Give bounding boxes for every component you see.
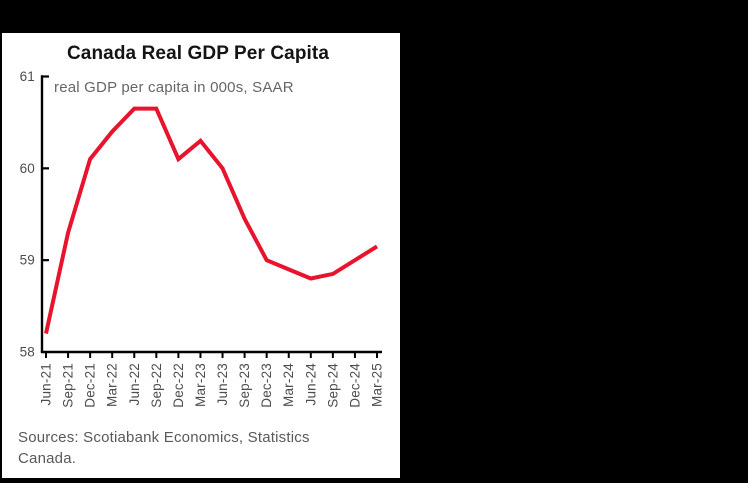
- x-tick-label: Dec-22: [171, 363, 186, 408]
- x-tick-label: Sep-21: [61, 363, 76, 408]
- y-tick-label: 60: [20, 161, 35, 176]
- x-tick-label: Dec-24: [347, 363, 362, 408]
- y-tick-label: 58: [20, 345, 35, 360]
- x-tick-label: Dec-23: [259, 363, 274, 408]
- chart-subtitle: real GDP per capita in 000s, SAAR: [54, 79, 294, 96]
- x-tick-label: Sep-22: [149, 363, 164, 408]
- y-tick-label: 59: [20, 253, 35, 268]
- x-tick-label: Mar-23: [193, 363, 208, 407]
- x-tick-label: Mar-22: [105, 363, 120, 407]
- x-tick-label: Mar-25: [370, 363, 385, 407]
- chart-card: Canada Real GDP Per Capita real GDP per …: [2, 33, 400, 478]
- y-tick-label: 61: [20, 69, 35, 84]
- x-tick-label: Jun-22: [127, 363, 142, 405]
- chart-title: Canada Real GDP Per Capita: [66, 43, 329, 64]
- x-tick-label: Jun-23: [215, 363, 230, 405]
- x-tick-label: Sep-24: [325, 363, 340, 408]
- source-note: Sources: Scotiabank Economics, Statistic…: [18, 429, 310, 467]
- x-tick-label: Jun-24: [303, 363, 318, 406]
- x-tick-label: Mar-24: [281, 363, 296, 407]
- x-tick-label: Dec-21: [83, 363, 98, 408]
- gdp-line-chart: 58 59 60 61 Jun-21 Sep-21 Dec-21 Mar-22 Jun-22 Se…: [20, 69, 385, 408]
- x-tick-label: Sep-23: [237, 363, 252, 408]
- gdp-line: [44, 106, 379, 335]
- x-tick-label: Jun-21: [39, 363, 54, 405]
